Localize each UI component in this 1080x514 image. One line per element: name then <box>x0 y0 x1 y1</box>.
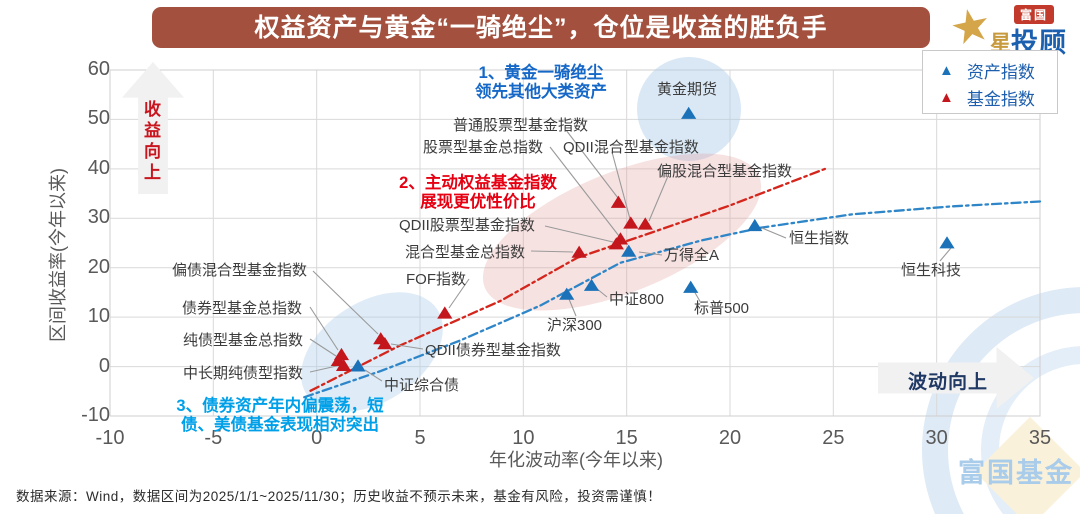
brand-gold-char: 星 <box>990 32 1011 55</box>
data-point-fund <box>608 237 624 250</box>
callout-line <box>939 247 952 262</box>
callout-line <box>611 151 631 220</box>
data-point-fund <box>335 358 352 371</box>
data-point-asset <box>350 359 366 372</box>
brand-logo: ★ 星 富国 投顾 <box>945 0 1080 58</box>
fund-triangle-icon: ▲ <box>939 89 954 106</box>
x-axis-title: 年化波动率(今年以来) <box>489 450 663 470</box>
asset-triangle-icon: ▲ <box>939 62 954 79</box>
watermark-text: 富国基金 <box>958 458 1074 488</box>
returns-up-label: 收益向上 <box>141 100 160 184</box>
data-point-fund <box>437 306 453 319</box>
watermark-outer-ring <box>922 287 1080 514</box>
volatility-up-label: 波动向上 <box>908 372 989 393</box>
callout-line <box>448 278 470 309</box>
data-point-asset <box>583 278 600 291</box>
legend: ▲ 资产指数 ▲ 基金指数 <box>922 50 1058 114</box>
callout-line <box>549 146 620 237</box>
callout-line <box>693 290 702 304</box>
callout-line <box>648 175 669 222</box>
callout-line <box>390 343 424 350</box>
legend-item-fund: ▲ 基金指数 <box>939 84 1057 111</box>
watermark-inner-ring <box>981 346 1080 514</box>
data-point-asset <box>747 218 763 232</box>
callout-line <box>309 338 337 357</box>
callout-line <box>544 225 614 243</box>
data-point-fund <box>377 337 393 350</box>
callout-line <box>568 298 577 317</box>
page-title: 权益资产与黄金“一骑绝尘”，仓位是收益的胜负手 <box>152 7 930 48</box>
legend-label-fund: 基金指数 <box>966 90 1035 109</box>
callout-line <box>309 306 339 351</box>
brand-badge: 富国 <box>1014 5 1055 24</box>
callout-line <box>565 129 619 199</box>
callout-line <box>309 364 342 373</box>
star-icon: ★ <box>945 0 997 56</box>
highlight-ellipse <box>301 292 443 412</box>
callout-line <box>364 369 383 382</box>
data-point-asset <box>939 236 955 249</box>
legend-item-asset: ▲ 资产指数 <box>939 57 1057 84</box>
y-axis-title: 区间收益率(今年以来) <box>48 168 68 342</box>
data-point-asset <box>621 244 637 257</box>
data-point-asset <box>683 280 699 293</box>
callout-line <box>638 251 663 256</box>
trendline-asset <box>303 200 1042 399</box>
callout-line <box>530 250 574 253</box>
data-point-fund <box>571 245 587 258</box>
data-point-asset <box>559 287 575 300</box>
data-point-fund <box>610 195 626 208</box>
data-point-asset <box>681 106 697 119</box>
watermark-diamond <box>974 416 1080 514</box>
highlight-ellipse <box>482 153 762 311</box>
source-note: 数据来源：Wind，数据区间为2025/1/1~2025/11/30；历史收益不… <box>16 489 662 504</box>
callout-line <box>312 270 379 335</box>
plot-border <box>109 69 1041 417</box>
callout-line <box>761 227 787 239</box>
legend-label-asset: 资产指数 <box>966 63 1035 82</box>
data-point-fund <box>637 217 653 230</box>
data-point-fund <box>623 216 639 229</box>
